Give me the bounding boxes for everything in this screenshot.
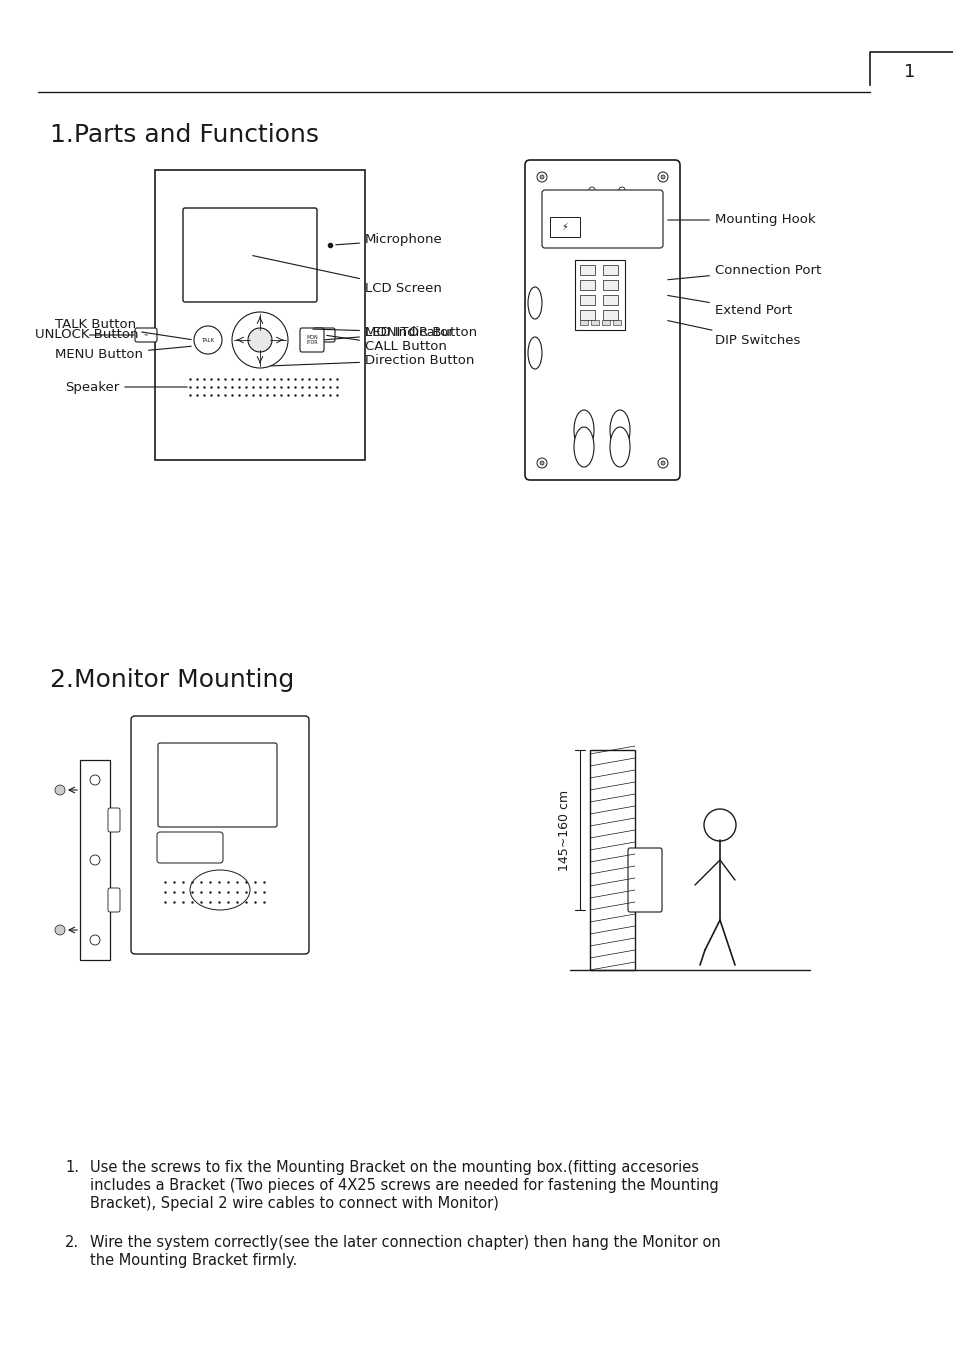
Bar	[579, 265, 595, 275]
Circle shape	[55, 785, 65, 795]
Text: Direction Button: Direction Button	[271, 353, 474, 367]
Circle shape	[588, 187, 595, 194]
Text: CALL Button: CALL Button	[327, 336, 446, 353]
Circle shape	[539, 175, 543, 179]
Ellipse shape	[190, 871, 250, 910]
Circle shape	[248, 328, 272, 352]
Text: Microphone: Microphone	[335, 233, 442, 246]
Text: MONITOR Button: MONITOR Button	[324, 325, 476, 340]
Circle shape	[90, 936, 100, 945]
Circle shape	[193, 326, 222, 353]
Bar	[590, 320, 598, 325]
Bar	[602, 265, 618, 275]
Text: ⚡: ⚡	[561, 222, 568, 232]
FancyBboxPatch shape	[183, 209, 316, 302]
Circle shape	[537, 458, 546, 468]
Text: MENU Button: MENU Button	[55, 347, 191, 362]
Text: the Mounting Bracket firmly.: the Mounting Bracket firmly.	[90, 1252, 297, 1267]
Text: Speaker: Speaker	[65, 380, 187, 394]
FancyBboxPatch shape	[131, 716, 309, 955]
Text: TALK: TALK	[201, 337, 214, 343]
Circle shape	[618, 187, 624, 194]
Circle shape	[537, 172, 546, 181]
Text: DIP Switches: DIP Switches	[667, 321, 800, 347]
Bar	[602, 310, 618, 320]
Circle shape	[90, 854, 100, 865]
Text: Extend Port: Extend Port	[667, 295, 791, 317]
Text: 1.Parts and Functions: 1.Parts and Functions	[50, 123, 318, 148]
FancyBboxPatch shape	[627, 848, 661, 913]
Bar	[579, 310, 595, 320]
Bar	[579, 295, 595, 305]
Text: MON
ITOR: MON ITOR	[306, 334, 317, 345]
Text: Use the screws to fix the Mounting Bracket on the mounting box.(fitting accesori: Use the screws to fix the Mounting Brack…	[90, 1160, 699, 1175]
Text: LCD Screen: LCD Screen	[253, 256, 441, 295]
FancyBboxPatch shape	[135, 328, 157, 343]
Bar	[589, 750, 635, 969]
Text: Wire the system correctly(see the later connection chapter) then hang the Monito: Wire the system correctly(see the later …	[90, 1235, 720, 1250]
Ellipse shape	[574, 410, 594, 450]
Bar	[613, 320, 620, 325]
Bar	[602, 295, 618, 305]
Bar	[579, 280, 595, 290]
FancyBboxPatch shape	[108, 888, 120, 913]
Text: 145~160 cm: 145~160 cm	[558, 789, 571, 871]
Ellipse shape	[574, 427, 594, 467]
Bar	[154, 171, 365, 460]
Text: LED Indicator: LED Indicator	[313, 325, 454, 338]
Circle shape	[660, 460, 664, 464]
Ellipse shape	[609, 427, 629, 467]
Text: 2.: 2.	[65, 1235, 79, 1250]
Bar	[550, 217, 579, 237]
Circle shape	[658, 172, 667, 181]
FancyBboxPatch shape	[158, 743, 276, 827]
Circle shape	[660, 175, 664, 179]
Bar	[601, 320, 609, 325]
Ellipse shape	[609, 410, 629, 450]
FancyBboxPatch shape	[541, 190, 662, 248]
FancyBboxPatch shape	[299, 328, 324, 352]
Text: 1: 1	[903, 64, 915, 81]
Bar	[80, 760, 110, 960]
Bar	[575, 260, 624, 330]
Text: 2.Monitor Mounting: 2.Monitor Mounting	[50, 668, 294, 692]
Circle shape	[703, 808, 735, 841]
Text: 1.: 1.	[65, 1160, 79, 1175]
Bar	[579, 320, 587, 325]
FancyBboxPatch shape	[108, 808, 120, 831]
Text: Connection Port: Connection Port	[667, 264, 821, 280]
Circle shape	[55, 925, 65, 936]
FancyBboxPatch shape	[313, 328, 335, 343]
Ellipse shape	[527, 337, 541, 370]
Bar	[602, 280, 618, 290]
Text: Bracket), Special 2 wire cables to connect with Monitor): Bracket), Special 2 wire cables to conne…	[90, 1196, 498, 1210]
Circle shape	[232, 311, 288, 368]
FancyBboxPatch shape	[524, 160, 679, 481]
Text: includes a Bracket (Two pieces of 4X25 screws are needed for fastening the Mount: includes a Bracket (Two pieces of 4X25 s…	[90, 1178, 718, 1193]
Circle shape	[539, 460, 543, 464]
Text: TALK Button: TALK Button	[55, 318, 191, 340]
Circle shape	[658, 458, 667, 468]
Ellipse shape	[527, 287, 541, 320]
Text: Mounting Hook: Mounting Hook	[667, 214, 815, 226]
Circle shape	[90, 774, 100, 785]
Text: ⌁: ⌁	[144, 332, 148, 337]
FancyBboxPatch shape	[157, 831, 223, 862]
Text: UNLOCK Button: UNLOCK Button	[35, 329, 138, 341]
